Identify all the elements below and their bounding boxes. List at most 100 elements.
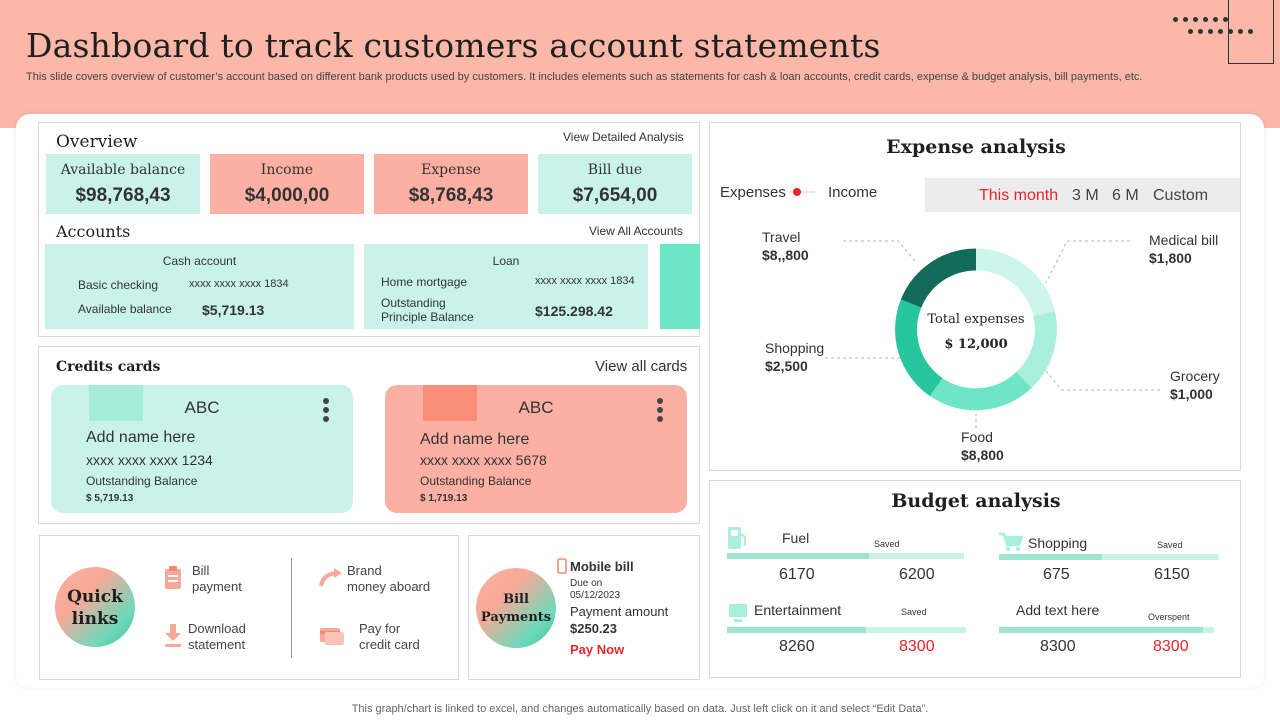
actual-value: 6150 [1154, 566, 1190, 583]
stat-value: $98,768,43 [75, 185, 171, 206]
accounts-title: Accounts [56, 222, 131, 241]
budget-item-status: Overspent [1148, 612, 1190, 622]
quick-link-label-1: Download [188, 621, 246, 636]
actual-value: 8300 [899, 638, 935, 655]
filter-custom[interactable]: Custom [1153, 187, 1209, 204]
quick-links-panel: Quick links Bill payment Brand money abo… [39, 535, 459, 680]
quick-link-label-1: Brand [347, 563, 382, 578]
card-balance-label: Outstanding Balance [86, 474, 198, 488]
pie-label-grocery: Grocery $1,000 [1170, 367, 1220, 403]
budget-item-name: Entertainment [754, 602, 842, 618]
pay-now-button[interactable]: Pay Now [570, 642, 625, 657]
budget-item-status: Saved [901, 607, 927, 617]
clipboard-icon [165, 566, 181, 589]
card-chip [423, 385, 477, 421]
expense-analysis-panel: Expense analysis Expenses Income This mo… [709, 122, 1241, 471]
budget-item-name: Add text here [1016, 602, 1100, 618]
quick-links-title-1: Quick [67, 587, 123, 607]
leader-line-grocery [1045, 370, 1160, 391]
loan-row2-label-1: Outstanding [381, 296, 446, 310]
cash-account-card[interactable]: Cash account Basic checking xxxx xxxx xx… [45, 244, 354, 329]
stat-value: $7,654,00 [572, 185, 658, 206]
budget-value: 6170 [779, 566, 815, 583]
budget-bar-fill [727, 627, 866, 633]
bill-payments-panel: Bill Payments Mobile bill Due on 05/12/2… [468, 535, 700, 680]
view-detailed-analysis-link[interactable]: View Detailed Analysis [563, 130, 684, 144]
legend-toggle-knob[interactable] [793, 188, 801, 196]
overview-panel: Overview View Detailed Analysis Availabl… [38, 122, 700, 337]
quick-link-label-2: credit card [359, 637, 420, 652]
card-balance-label: Outstanding Balance [420, 474, 532, 488]
stat-income: Income $4,000,00 [210, 154, 364, 214]
card-number: xxxx xxxx xxxx 5678 [420, 452, 547, 468]
page-title: Dashboard to track customers account sta… [26, 26, 881, 65]
divider [291, 558, 292, 658]
pie-label-shopping: Shopping $2,500 [765, 339, 824, 375]
arrow-icon [319, 568, 342, 587]
cash-row2-label: Available balance [78, 302, 172, 316]
cart-icon [999, 532, 1023, 551]
quick-link-pay-credit-card[interactable]: Pay for credit card [359, 621, 420, 653]
category-value: $8,,800 [762, 247, 809, 263]
pie-label-medical: Medical bill $1,800 [1149, 231, 1218, 267]
quick-link-label-1: Bill [192, 563, 210, 578]
pie-label-travel: Travel $8,,800 [762, 228, 809, 264]
category-name: Travel [762, 229, 801, 245]
filter-this-month[interactable]: This month [979, 187, 1059, 204]
quick-link-brand-money[interactable]: Brand money aboard [347, 563, 430, 595]
budget-bar-fill [999, 627, 1204, 633]
budget-value: 8260 [779, 638, 815, 655]
bill-payments-badge: Bill Payments [476, 568, 556, 648]
pie-label-food: Food $8,800 [961, 428, 1004, 464]
view-all-cards-link[interactable]: View all cards [595, 358, 688, 375]
accounts-scroll-next[interactable] [660, 244, 700, 329]
category-value: $1,800 [1149, 250, 1192, 266]
filter-3m[interactable]: 3 M [1072, 187, 1099, 204]
payment-amount-label: Payment amount [570, 604, 669, 619]
donut-segment-grocery [1016, 311, 1057, 388]
donut-center-label: Total expenses [927, 312, 1025, 327]
decorative-dots [1170, 14, 1253, 44]
category-name: Grocery [1170, 368, 1220, 384]
mobile-phone-icon [557, 558, 567, 574]
actual-value: 6200 [899, 566, 935, 583]
quick-link-bill-payment[interactable]: Bill payment [192, 563, 242, 595]
credit-card-1[interactable]: ABC Add name here xxxx xxxx xxxx 1234 Ou… [51, 385, 353, 513]
donut-segment-food [929, 371, 1032, 411]
bill-payments-title-2: Payments [480, 610, 552, 625]
donut-segment-shopping [895, 299, 943, 397]
credit-card-icon [320, 628, 344, 645]
budget-bar-shopping [999, 554, 1219, 560]
budget-item-status: Saved [1157, 540, 1183, 550]
card-holder-name: Add name here [420, 431, 530, 448]
legend-income: Income [828, 184, 878, 201]
bill-payments-title-1: Bill [503, 592, 529, 607]
card-menu-icon[interactable] [657, 398, 663, 425]
quick-links-badge: Quick links [55, 567, 135, 647]
card-chip [89, 385, 143, 421]
expense-donut-chart [825, 240, 1160, 428]
page-subtitle: This slide covers overview of customer’s… [26, 71, 1143, 83]
credit-cards-panel: Credits cards View all cards ABC Add nam… [38, 346, 700, 524]
view-all-accounts-link[interactable]: View All Accounts [589, 224, 683, 238]
payment-amount: $250.23 [570, 621, 617, 636]
expense-analysis-title: Expense analysis [886, 136, 1066, 158]
loan-row2-label-2: Principle Balance [381, 310, 474, 324]
card-holder-name: Add name here [86, 429, 196, 446]
card-menu-icon[interactable] [323, 398, 329, 425]
filter-6m[interactable]: 6 M [1112, 187, 1139, 204]
due-date: 05/12/2023 [570, 590, 621, 601]
loan-account-card[interactable]: Loan Home mortgage xxxx xxxx xxxx 1834 O… [364, 244, 648, 329]
quick-link-download-statement[interactable]: Download statement [188, 621, 246, 653]
cash-row2-value: $5,719.13 [202, 302, 265, 318]
cash-row1-value: xxxx xxxx xxxx 1834 [189, 278, 289, 290]
bill-name: Mobile bill [570, 559, 634, 574]
legend-expenses: Expenses [720, 184, 786, 201]
credit-card-2[interactable]: ABC Add name here xxxx xxxx xxxx 5678 Ou… [385, 385, 687, 513]
stat-value: $8,768,43 [408, 185, 494, 206]
header-banner [0, 0, 1280, 128]
loan-row1-value: xxxx xxxx xxxx 1834 [535, 275, 635, 287]
budget-item-status: Saved [874, 539, 900, 549]
legend-toggle-track[interactable] [789, 191, 815, 193]
category-name: Medical bill [1149, 232, 1219, 248]
